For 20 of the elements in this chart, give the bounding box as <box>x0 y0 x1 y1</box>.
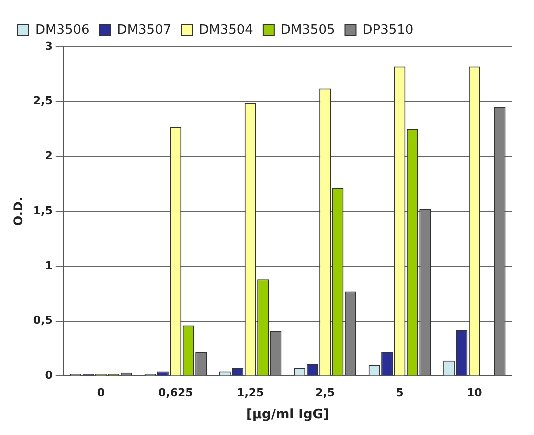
y-axis-title: O.D. <box>11 197 26 226</box>
x-tick-label: 0 <box>97 386 106 400</box>
legend-label: DM3505 <box>280 22 336 38</box>
y-tick-label: 3 <box>45 40 53 53</box>
y-tick-label: 2,5 <box>33 94 53 108</box>
x-tick-label: 5 <box>396 386 404 400</box>
legend-label: DM3504 <box>199 22 254 38</box>
y-tick-label: 0 <box>45 369 54 382</box>
legend-label: DM3506 <box>36 22 90 38</box>
legend-label: DP3510 <box>362 22 414 38</box>
legend-label: DM3507 <box>117 22 172 38</box>
x-axis-title: [µg/ml IgG] <box>246 408 330 423</box>
y-tick-label: 1 <box>45 259 53 272</box>
x-tick-label: 2,5 <box>316 386 336 400</box>
y-tick-label: 1,5 <box>33 204 53 218</box>
y-tick-label: 2 <box>45 150 53 163</box>
x-tick-label: 0,625 <box>158 386 194 400</box>
x-tick-label: 1,25 <box>237 386 264 400</box>
x-tick-label: 10 <box>467 386 483 400</box>
y-tick-label: 0,5 <box>33 314 53 328</box>
